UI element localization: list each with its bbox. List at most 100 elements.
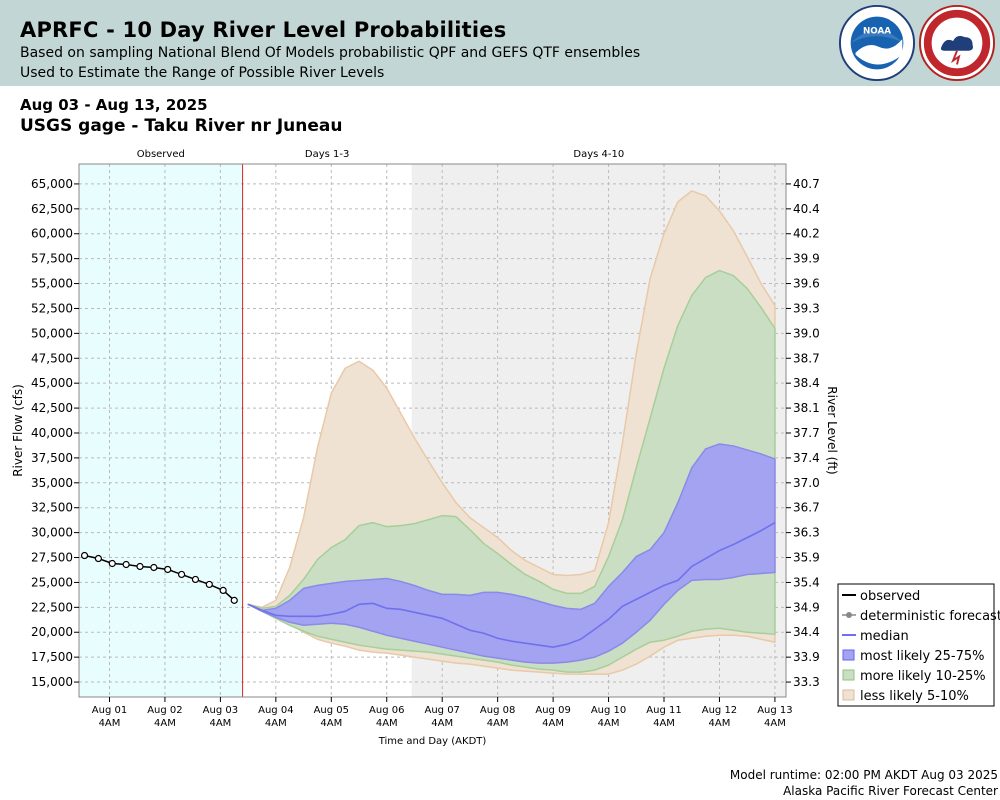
y-tick-label: 65,000: [31, 177, 73, 191]
y-tick-label: 17,500: [31, 650, 73, 664]
page-title: APRFC - 10 Day River Level Probabilities: [20, 18, 507, 42]
y2-tick-label: 37.0: [793, 476, 820, 490]
legend-label-deterministic: deterministic forecast: [860, 609, 1000, 624]
y2-tick-label: 40.2: [793, 227, 820, 241]
y-axis-label: River Flow (cfs): [11, 384, 25, 477]
y2-tick-label: 36.3: [793, 526, 820, 540]
x-tick-sublabel: 4AM: [487, 718, 509, 729]
x-tick-sublabel: 4AM: [709, 718, 731, 729]
y2-tick-label: 38.4: [793, 376, 820, 390]
gage-title: USGS gage - Taku River nr Juneau: [20, 116, 343, 136]
observed-point: [191, 575, 200, 584]
observed-point: [177, 570, 186, 579]
y2-tick-label: 37.7: [793, 426, 820, 440]
x-tick-label: Aug 11: [646, 705, 681, 716]
y-tick-label: 15,000: [31, 675, 73, 689]
x-tick-label: Aug 03: [203, 705, 238, 716]
x-axis-label: Time and Day (AKDT): [378, 736, 487, 747]
x-tick-label: Aug 07: [424, 705, 459, 716]
y2-tick-label: 38.7: [793, 351, 820, 365]
x-tick-sublabel: 4AM: [653, 718, 675, 729]
observed-point: [80, 551, 89, 560]
y-tick-label: 57,500: [31, 252, 73, 266]
noaa-logo-icon: NOAA: [838, 4, 916, 82]
model-runtime: Model runtime: 02:00 PM AKDT Aug 03 2025: [729, 768, 998, 782]
y2-tick-label: 40.4: [793, 202, 820, 216]
x-tick-label: Aug 04: [258, 705, 293, 716]
legend-box: [837, 583, 995, 707]
y-tick-label: 22,500: [31, 600, 73, 614]
date-range: Aug 03 - Aug 13, 2025: [20, 96, 208, 114]
y-tick-label: 47,500: [31, 351, 73, 365]
region-label-2: Days 4-10: [573, 149, 624, 160]
observed-point: [136, 562, 144, 571]
x-tick-sublabel: 4AM: [764, 718, 786, 729]
x-tick-sublabel: 4AM: [154, 718, 176, 729]
x-tick-sublabel: 4AM: [265, 718, 287, 729]
y2-axis-label: River Level (ft): [825, 386, 839, 474]
x-tick-sublabel: 4AM: [376, 718, 398, 729]
y-tick-label: 27,500: [31, 551, 73, 565]
x-tick-label: Aug 05: [314, 705, 349, 716]
y2-tick-label: 39.3: [793, 301, 820, 315]
y2-tick-label: 33.3: [793, 675, 820, 689]
y-tick-label: 35,000: [31, 476, 73, 490]
y-tick-label: 62,500: [31, 202, 73, 216]
y2-tick-label: 37.4: [793, 451, 820, 465]
region-label-0: Observed: [137, 149, 185, 160]
observed-point: [94, 554, 103, 563]
x-tick-label: Aug 12: [702, 705, 737, 716]
y2-tick-label: 39.6: [793, 277, 820, 291]
y-tick-label: 50,000: [31, 326, 73, 340]
header-description-line-1: Based on sampling National Blend Of Mode…: [20, 45, 641, 61]
legend-swatch-less: [842, 689, 855, 701]
x-tick-label: Aug 02: [147, 705, 182, 716]
observed-point: [164, 565, 172, 574]
legend-label-observed: observed: [860, 589, 920, 604]
y-tick-label: 52,500: [31, 301, 73, 315]
nws-logo-icon: [918, 4, 996, 82]
svg-text:NOAA: NOAA: [863, 26, 891, 36]
observed-point: [230, 596, 238, 604]
x-tick-sublabel: 4AM: [542, 718, 564, 729]
x-tick-label: Aug 01: [92, 705, 127, 716]
plot-frame: [78, 163, 787, 698]
y2-tick-label: 35.9: [793, 551, 820, 565]
legend-label-median: median: [860, 629, 909, 644]
y2-tick-label: 34.9: [793, 600, 820, 614]
x-tick-label: Aug 09: [535, 705, 570, 716]
x-tick-label: Aug 13: [757, 705, 792, 716]
observed-point: [108, 559, 116, 568]
x-tick-sublabel: 4AM: [209, 718, 231, 729]
y-tick-label: 30,000: [31, 526, 73, 540]
y-tick-label: 37,500: [31, 451, 73, 465]
y-tick-label: 60,000: [31, 227, 73, 241]
y2-tick-label: 35.4: [793, 575, 820, 589]
y2-tick-label: 39.9: [793, 252, 820, 266]
x-tick-sublabel: 4AM: [431, 718, 453, 729]
y-tick-label: 42,500: [31, 401, 73, 415]
legend-swatch-dot-deterministic: [846, 612, 852, 618]
x-tick-label: Aug 08: [480, 705, 515, 716]
legend-swatch-more: [842, 669, 855, 681]
header-banner: APRFC - 10 Day River Level Probabilities…: [0, 0, 1000, 86]
x-tick-sublabel: 4AM: [99, 718, 121, 729]
observed-point: [205, 580, 213, 589]
y2-tick-label: 39.0: [793, 326, 820, 340]
y2-tick-label: 33.9: [793, 650, 820, 664]
legend-label-most: most likely 25-75%: [860, 649, 984, 664]
x-tick-label: Aug 10: [591, 705, 626, 716]
y-tick-label: 45,000: [31, 376, 73, 390]
observed-point: [150, 563, 158, 572]
y-tick-label: 32,500: [31, 501, 73, 515]
y-tick-label: 25,000: [31, 575, 73, 589]
observed-point: [219, 586, 227, 595]
y2-tick-label: 34.4: [793, 625, 820, 639]
header-description-line-2: Used to Estimate the Range of Possible R…: [20, 65, 385, 81]
legend-label-more: more likely 10-25%: [860, 669, 986, 684]
forecast-center: Alaska Pacific River Forecast Center: [783, 784, 998, 798]
y2-tick-label: 40.7: [793, 177, 820, 191]
region-label-1: Days 1-3: [305, 149, 349, 160]
x-tick-label: Aug 06: [369, 705, 404, 716]
x-tick-sublabel: 4AM: [320, 718, 342, 729]
